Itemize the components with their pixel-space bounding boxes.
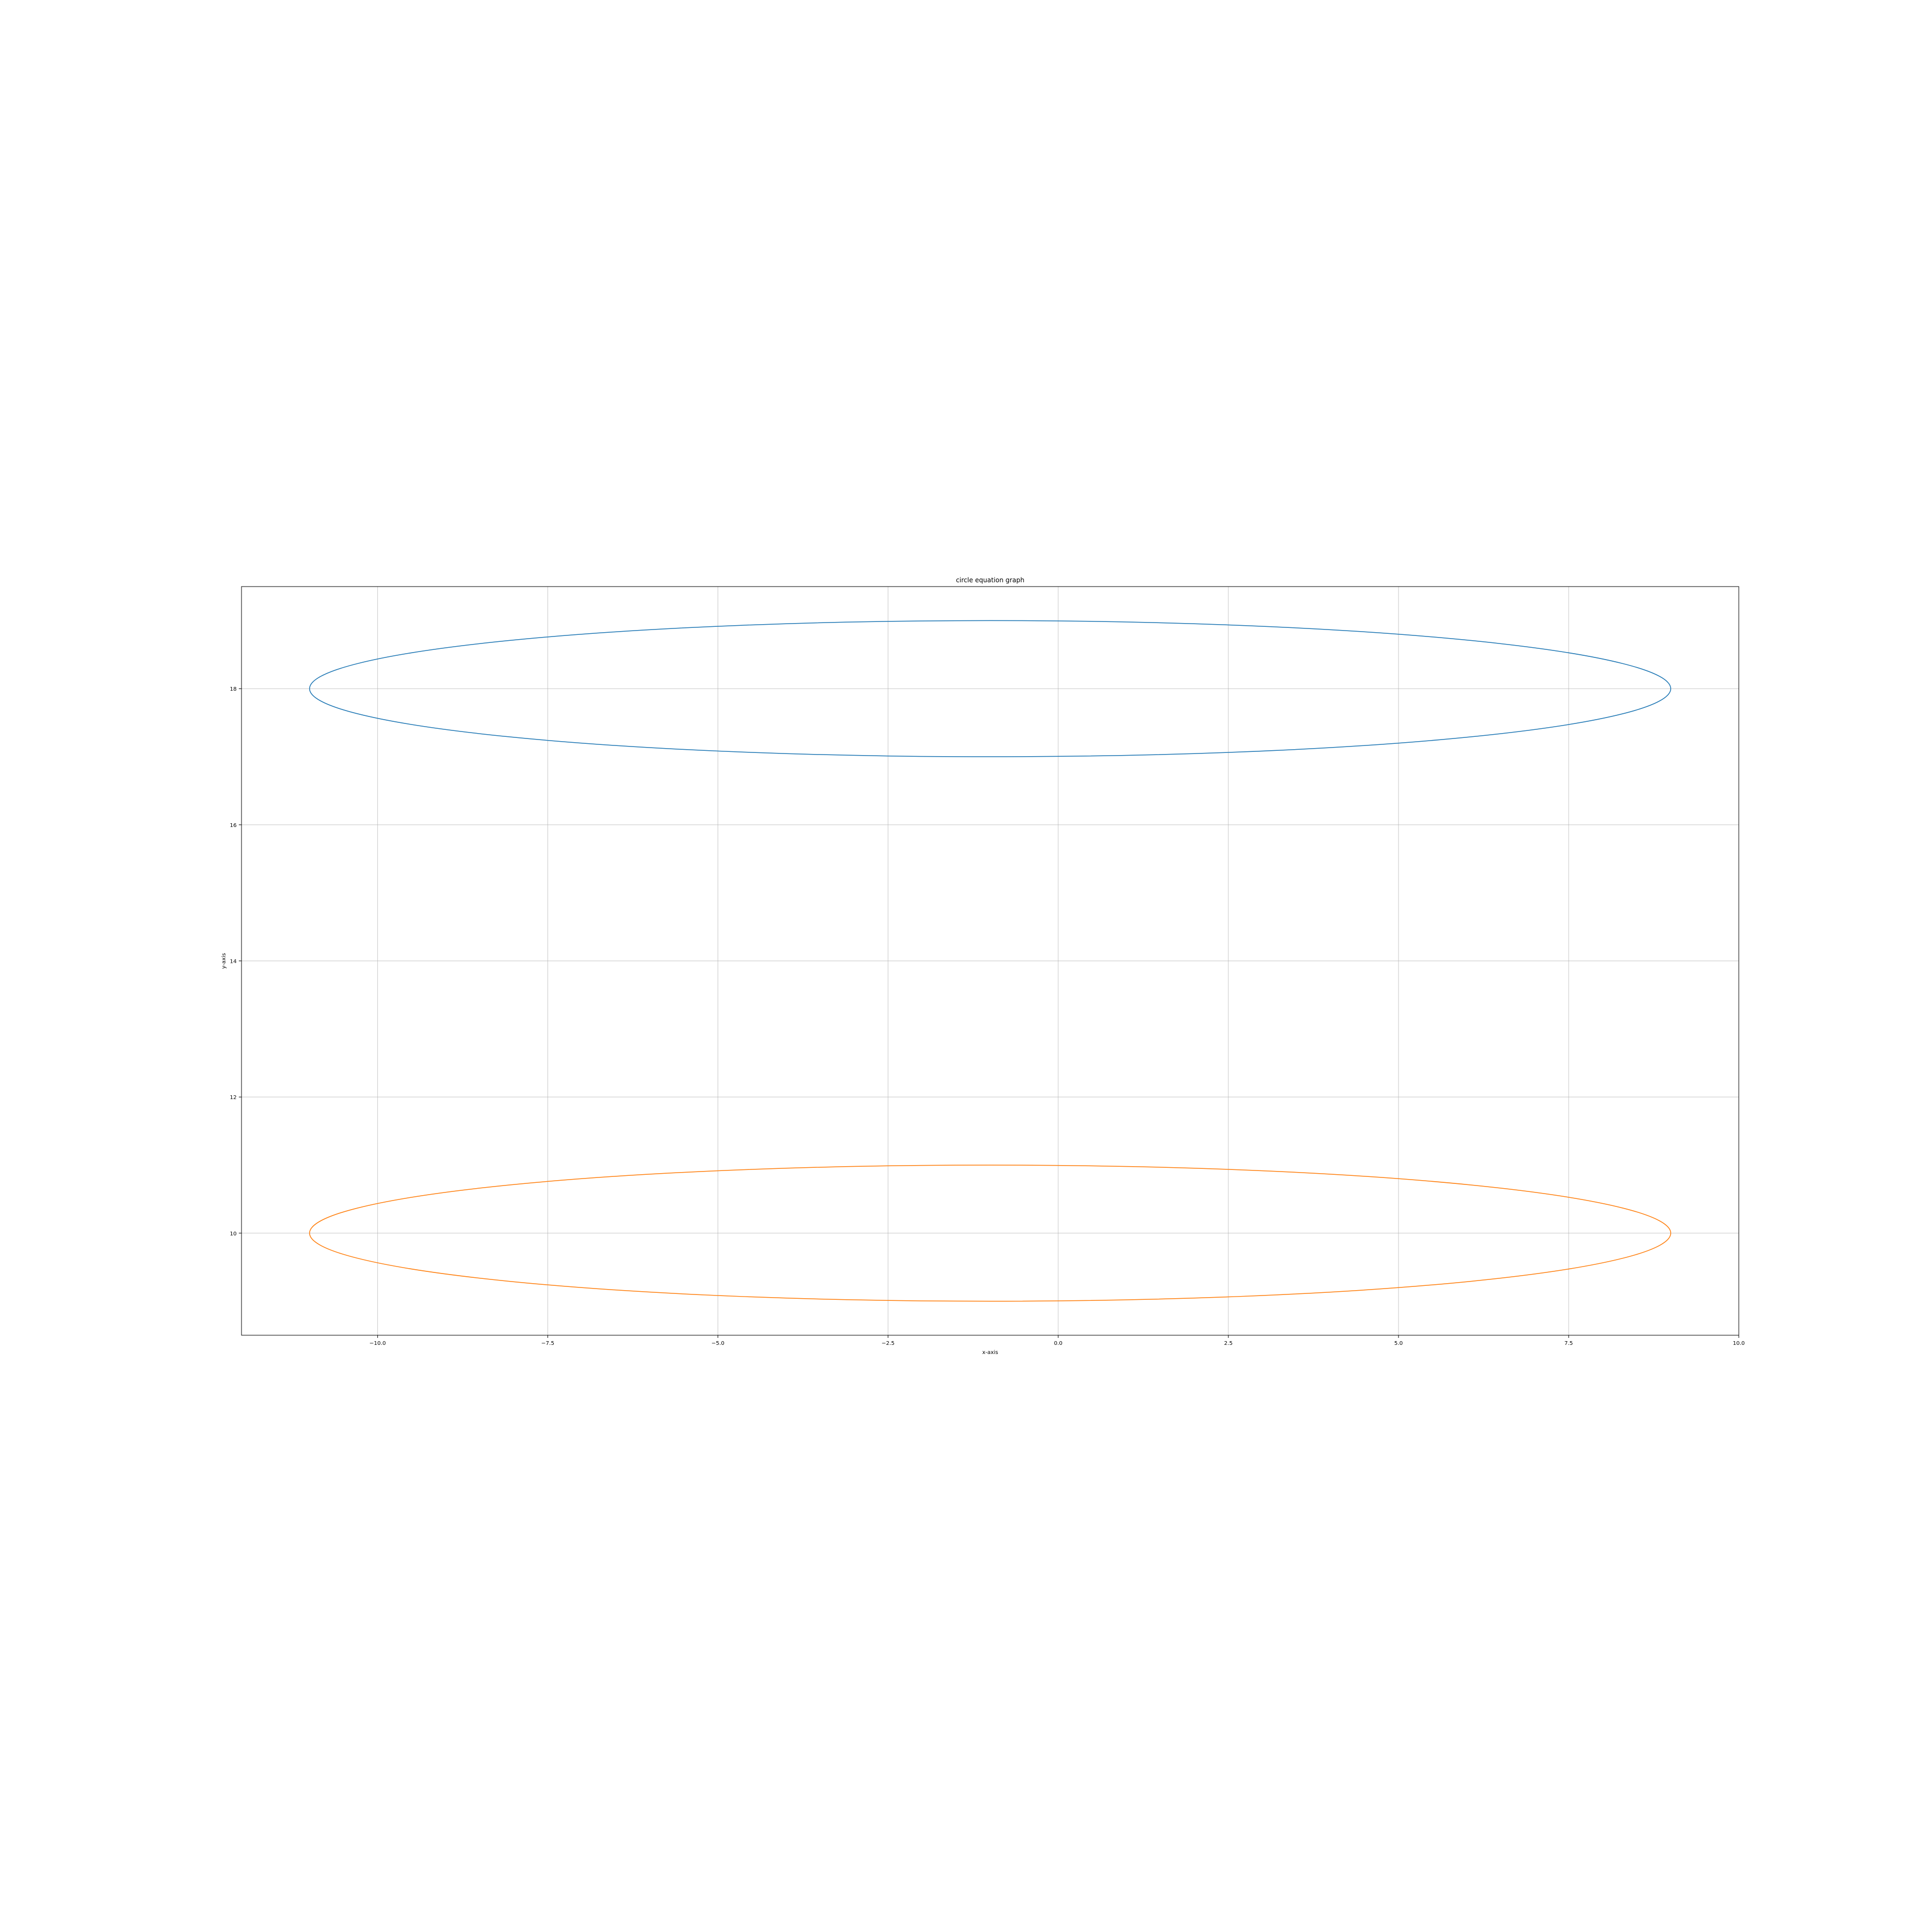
- x-tick-label: 0.0: [1054, 1341, 1063, 1346]
- x-axis-label: x-axis: [982, 1350, 998, 1356]
- x-tick-label: 2.5: [1224, 1341, 1233, 1346]
- x-tick-label: 5.0: [1394, 1341, 1403, 1346]
- y-tick-label: 16: [230, 823, 237, 829]
- x-tick-label: −7.5: [541, 1341, 554, 1346]
- chart-title: circle equation graph: [956, 576, 1024, 584]
- series-layer: [309, 620, 1671, 1302]
- y-tick-label: 10: [230, 1231, 237, 1237]
- y-tick-label: 12: [230, 1095, 237, 1101]
- x-tick-label: −10.0: [369, 1341, 386, 1346]
- series-2-ellipse: [309, 1165, 1671, 1302]
- axis-ticks: −10.0 −7.5 −5.0 −2.5 0.0 2.5 5.0 7.5 10.0 10 12 14 1…: [230, 686, 1745, 1346]
- x-tick-label: −5.0: [712, 1341, 724, 1346]
- x-tick-label: 10.0: [1733, 1341, 1745, 1346]
- series-1-ellipse: [309, 620, 1671, 757]
- x-tick-label: 7.5: [1564, 1341, 1573, 1346]
- y-tick-label: 18: [230, 686, 237, 692]
- x-tick-label: −2.5: [882, 1341, 895, 1346]
- y-tick-label: 14: [230, 959, 237, 965]
- grid-lines: [241, 587, 1739, 1335]
- y-axis-label: y-axis: [221, 953, 227, 969]
